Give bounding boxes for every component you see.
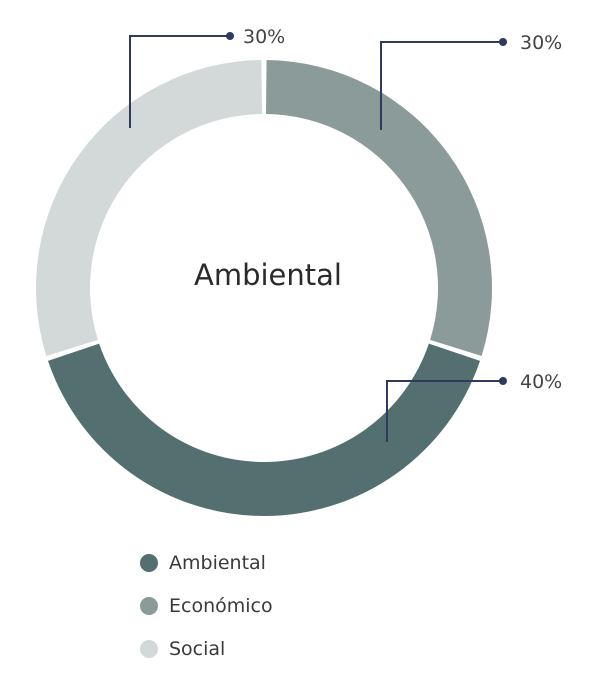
data-label: 40% <box>520 371 562 393</box>
legend: Ambiental Económico Social <box>140 552 273 660</box>
callout-line <box>129 35 230 128</box>
legend-item-social: Social <box>140 638 225 660</box>
callout-dot <box>499 38 507 46</box>
data-label: 30% <box>520 32 562 54</box>
legend-swatch <box>140 554 158 572</box>
callout-economico: 30% <box>380 32 562 130</box>
callout-dot <box>226 32 234 40</box>
legend-label: Social <box>169 638 225 660</box>
legend-swatch <box>140 597 158 615</box>
slice-social <box>35 60 263 356</box>
donut-slices <box>35 60 493 516</box>
legend-item-ambiental: Ambiental <box>140 552 266 574</box>
data-label: 30% <box>243 26 285 48</box>
center-label: Ambiental <box>194 258 342 292</box>
slice-ambiental <box>47 343 481 516</box>
callout-line <box>380 41 503 130</box>
legend-label: Económico <box>169 595 273 617</box>
legend-swatch <box>140 640 158 658</box>
slice-economico <box>265 60 493 356</box>
legend-item-economico: Económico <box>140 595 273 617</box>
callout-dot <box>499 377 507 385</box>
callout-social: 30% <box>129 26 285 128</box>
callout-ambiental: 40% <box>386 371 562 442</box>
callout-line <box>386 380 503 442</box>
legend-label: Ambiental <box>169 552 266 574</box>
callouts: 30% 40% 30% <box>129 26 562 442</box>
